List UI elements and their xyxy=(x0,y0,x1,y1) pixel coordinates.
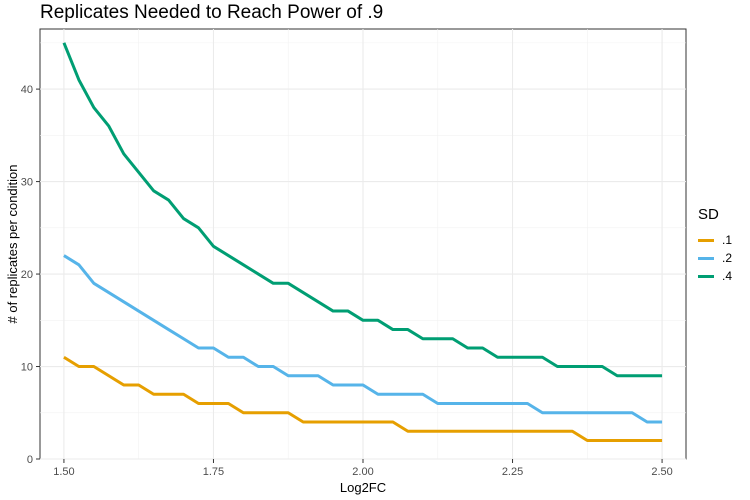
legend-label: .2 xyxy=(722,251,733,265)
axis-ticks: 1.50 1.75 2.00 2.25 2.50 0 10 20 30 40 xyxy=(21,84,673,478)
legend: SD .1 .2 .4 xyxy=(698,206,732,285)
legend-key-sd-02 xyxy=(698,256,714,260)
y-tick-label: 10 xyxy=(21,362,33,374)
series-line-sd-04 xyxy=(62,42,663,378)
series-line-sd-01 xyxy=(63,356,663,443)
legend-label: .4 xyxy=(722,269,733,283)
y-tick-label: 40 xyxy=(21,84,33,96)
legend-key-sd-01 xyxy=(698,238,714,242)
legend-label: .1 xyxy=(722,233,733,247)
x-tick-label: 2.25 xyxy=(502,466,523,478)
x-tick-label: 2.00 xyxy=(352,466,373,478)
legend-title: SD xyxy=(698,206,719,223)
x-axis-title: Log2FC xyxy=(340,480,386,495)
y-tick-label: 30 xyxy=(21,177,33,189)
series-lines xyxy=(62,42,663,443)
x-tick-label: 2.50 xyxy=(651,466,672,478)
x-tick-label: 1.75 xyxy=(203,466,224,478)
chart-title: Replicates Needed to Reach Power of .9 xyxy=(40,2,384,23)
y-tick-label: 0 xyxy=(27,454,33,466)
legend-key-sd-04 xyxy=(698,274,714,278)
legend-item: .1 xyxy=(698,231,732,249)
series-line-sd-02 xyxy=(63,254,663,424)
y-axis-title: # of replicates per condition xyxy=(5,165,20,324)
y-tick-label: 20 xyxy=(21,269,33,281)
legend-item: .4 xyxy=(698,267,732,285)
legend-item: .2 xyxy=(698,249,732,267)
x-tick-label: 1.50 xyxy=(53,466,74,478)
